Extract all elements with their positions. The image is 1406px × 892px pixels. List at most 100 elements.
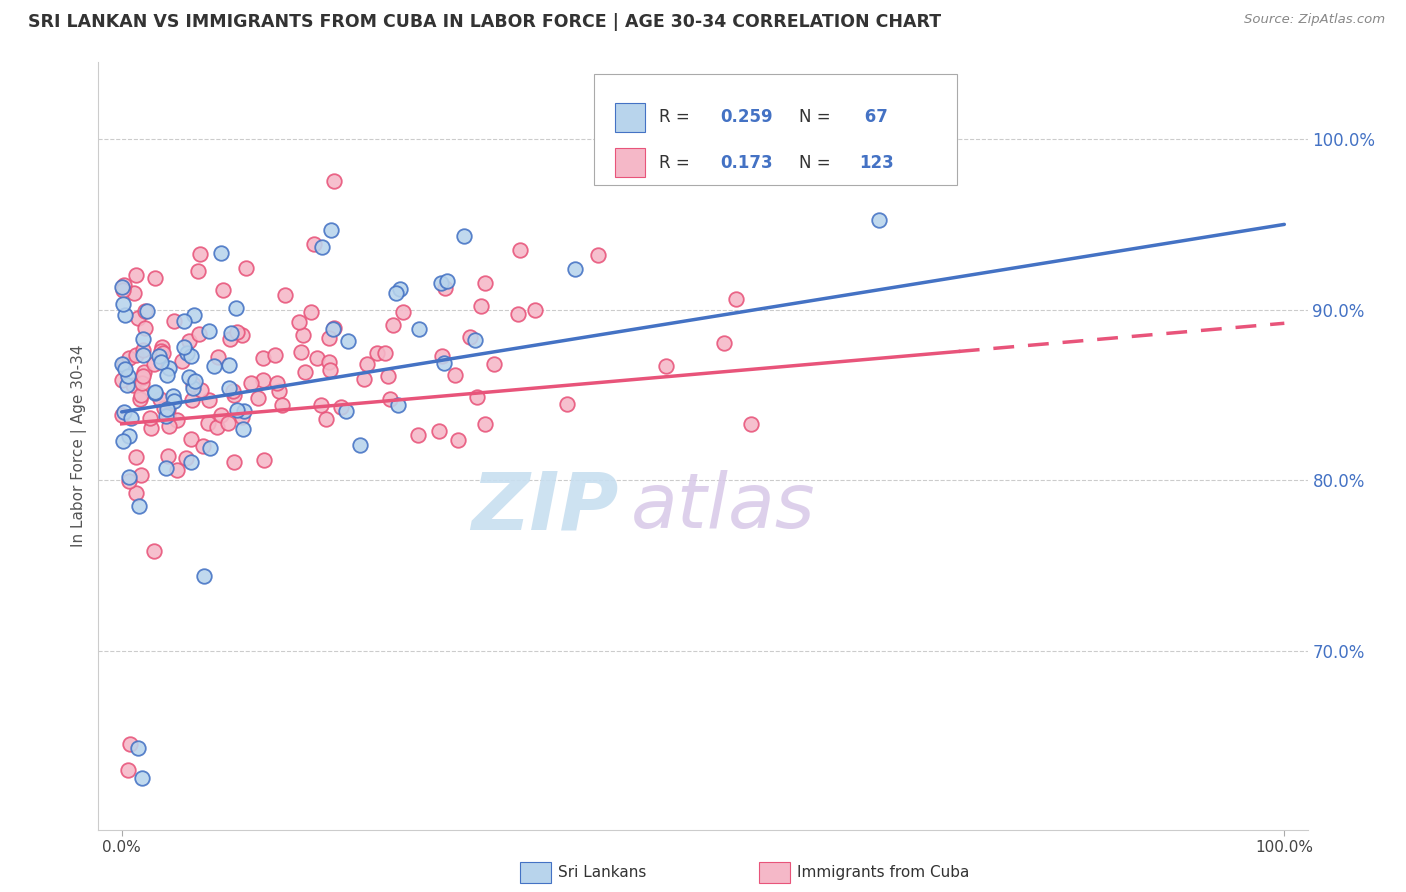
Point: [470, 299, 492, 313]
Point: [311, 240, 333, 254]
Point: [380, 392, 402, 407]
FancyBboxPatch shape: [595, 74, 957, 186]
Point: [124, 348, 146, 362]
Point: [166, 413, 188, 427]
Text: 123: 123: [859, 153, 894, 171]
Point: [509, 244, 531, 258]
Point: [117, 368, 139, 383]
Point: [564, 261, 586, 276]
Point: [135, 303, 157, 318]
Point: [335, 403, 357, 417]
Point: [176, 345, 198, 359]
Point: [253, 453, 276, 467]
Point: [111, 434, 134, 448]
Point: [128, 392, 150, 406]
Point: [132, 332, 155, 346]
Point: [588, 248, 610, 262]
Point: [157, 409, 180, 423]
Text: 0.173: 0.173: [720, 153, 772, 171]
Point: [118, 737, 141, 751]
Point: [322, 322, 344, 336]
Point: [190, 384, 212, 398]
Point: [127, 740, 149, 755]
Point: [209, 408, 232, 422]
Point: [163, 393, 186, 408]
Point: [125, 486, 148, 500]
Point: [740, 417, 762, 431]
Point: [131, 376, 153, 391]
Point: [155, 409, 177, 423]
Point: [120, 410, 142, 425]
Point: [180, 350, 202, 364]
Point: [118, 474, 141, 488]
Point: [209, 245, 232, 260]
Point: [225, 301, 247, 315]
Point: [149, 392, 172, 406]
Point: [138, 410, 160, 425]
Point: [131, 388, 153, 402]
Point: [148, 349, 170, 363]
Point: [713, 336, 735, 351]
Point: [366, 346, 388, 360]
Point: [453, 229, 475, 244]
Point: [377, 369, 399, 384]
Point: [202, 359, 225, 373]
Text: SRI LANKAN VS IMMIGRANTS FROM CUBA IN LABOR FORCE | AGE 30-34 CORRELATION CHART: SRI LANKAN VS IMMIGRANTS FROM CUBA IN LA…: [28, 13, 941, 31]
Point: [458, 330, 481, 344]
Point: [217, 416, 239, 430]
Point: [174, 451, 197, 466]
Point: [132, 369, 155, 384]
Point: [155, 461, 177, 475]
Point: [111, 280, 134, 294]
Point: [187, 263, 209, 277]
Point: [139, 421, 162, 435]
Point: [149, 343, 172, 358]
Point: [111, 357, 134, 371]
Point: [389, 282, 412, 296]
Point: [134, 321, 156, 335]
Point: [131, 772, 153, 786]
Point: [231, 327, 253, 342]
Point: [353, 372, 375, 386]
Point: [179, 369, 201, 384]
Point: [183, 381, 205, 395]
Point: [508, 306, 530, 320]
Text: Sri Lankans: Sri Lankans: [558, 865, 647, 880]
Point: [474, 276, 496, 290]
Point: [183, 374, 205, 388]
Point: [381, 318, 404, 332]
Point: [125, 450, 148, 464]
Point: [117, 763, 139, 777]
Point: [654, 359, 676, 374]
Point: [252, 351, 274, 366]
Point: [193, 439, 215, 453]
Point: [180, 392, 202, 407]
Point: [329, 400, 352, 414]
Point: [112, 357, 135, 371]
Text: ZIP: ZIP: [471, 468, 619, 547]
Point: [128, 499, 150, 513]
Point: [337, 334, 360, 348]
Point: [323, 320, 346, 334]
Point: [150, 340, 173, 354]
Point: [406, 427, 429, 442]
Point: [224, 387, 246, 401]
Point: [391, 304, 413, 318]
Point: [252, 373, 274, 387]
Point: [157, 361, 180, 376]
Point: [374, 345, 396, 359]
Point: [152, 346, 174, 360]
Point: [474, 417, 496, 431]
Point: [385, 285, 408, 300]
Point: [408, 322, 430, 336]
Point: [266, 376, 288, 390]
Point: [264, 348, 287, 362]
Point: [246, 391, 269, 405]
Point: [197, 392, 219, 407]
Point: [555, 397, 578, 411]
Point: [225, 403, 247, 417]
Point: [157, 402, 180, 417]
Point: [207, 351, 229, 365]
Point: [117, 351, 139, 365]
Point: [318, 331, 340, 345]
